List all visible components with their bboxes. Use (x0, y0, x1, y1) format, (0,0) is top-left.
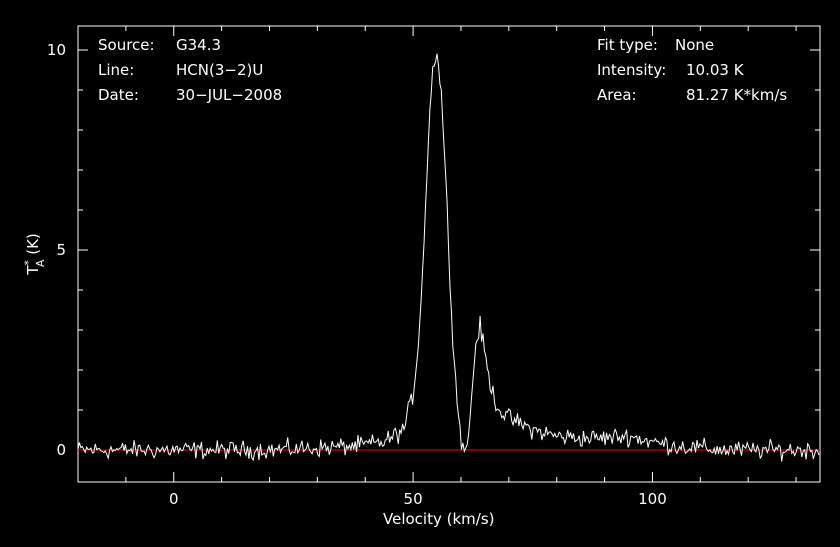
label-intensity-value: 10.03 K (686, 61, 744, 79)
x-tick-label: 50 (404, 490, 423, 508)
y-tick-label: 5 (56, 241, 66, 259)
label-line-key: Line: (98, 61, 135, 79)
y-tick-label: 0 (56, 441, 66, 459)
label-source-key: Source: (98, 36, 155, 54)
plot-frame (77, 25, 821, 483)
y-tick-label: 10 (47, 41, 66, 59)
label-date-key: Date: (98, 86, 139, 104)
label-area-value: 81.27 K*km/s (686, 86, 788, 104)
x-axis-title: Velocity (km/s) (383, 510, 495, 528)
label-intensity-key: Intensity: (597, 61, 667, 79)
y-axis-title: T*A (K) (22, 233, 47, 276)
x-tick-label: 100 (638, 490, 667, 508)
x-tick-label: 0 (169, 490, 179, 508)
spectrum-series-line (77, 53, 820, 462)
label-line-value: HCN(3−2)U (176, 61, 264, 79)
label-area-key: Area: (597, 86, 637, 104)
label-source-value: G34.3 (176, 36, 222, 54)
label-fittype-value: None (675, 36, 715, 54)
label-fittype-key: Fit type: (597, 36, 658, 54)
label-date-value: 30−JUL−2008 (176, 86, 283, 104)
